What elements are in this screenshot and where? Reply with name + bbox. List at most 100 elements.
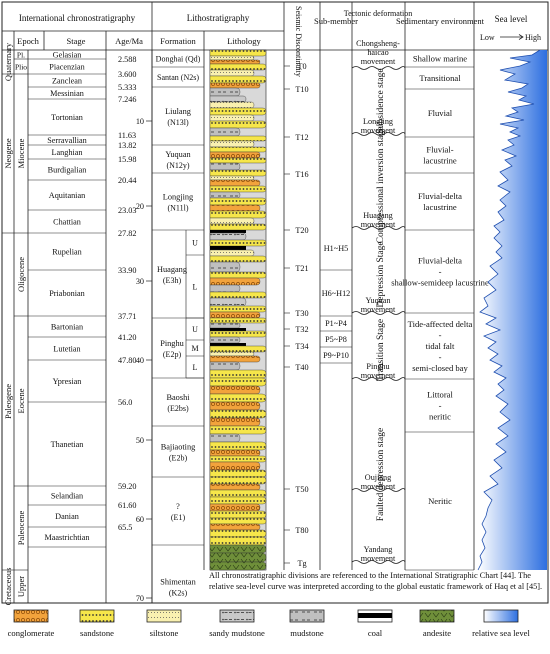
header-chronostratigraphy: International chronostratigraphy [19, 13, 136, 23]
stage-label: Piacenzian [49, 63, 84, 72]
stage-label: Maastrichtian [44, 533, 89, 542]
stage-label: Ypresian [53, 377, 82, 386]
legend-swatch [289, 609, 325, 623]
legend-label: andesite [423, 628, 451, 638]
stage-label: Langhian [52, 148, 83, 157]
epoch-label: Oligocene [16, 257, 26, 292]
age-value: 27.82 [118, 229, 136, 238]
lithology-layer [209, 552, 267, 563]
formation-name: Shimentan [160, 578, 196, 587]
lithology-layer [209, 249, 255, 257]
lithology-layer [209, 297, 247, 307]
movement-label: Pinghu [366, 362, 389, 371]
sedimentary-env: tidal falt [426, 341, 455, 351]
lithology-layer [209, 175, 255, 181]
legend-label: relative sea level [472, 628, 530, 638]
submember-label: P5~P8 [325, 335, 347, 344]
legend-label: mudstone [290, 628, 324, 638]
lithology-layer [209, 503, 261, 512]
submember-label: P1~P4 [325, 319, 347, 328]
formation-code: (E2p) [163, 350, 182, 359]
legend-label: conglomerate [8, 628, 55, 638]
age-scale-tick: 40 [136, 356, 144, 365]
age-value: 33.90 [118, 266, 136, 275]
lithology-layer [209, 496, 267, 505]
lithology-layer [209, 157, 267, 164]
age-value: 5.333 [118, 83, 136, 92]
member-label: U [192, 325, 198, 334]
lithology-layer [209, 510, 267, 519]
lithology-layer [209, 179, 261, 187]
submember-label: H6~H12 [322, 289, 351, 298]
lithology-layer [209, 369, 267, 379]
lithology-layer [209, 345, 267, 353]
header-tectonic: Tectonic deformation [344, 9, 413, 18]
stage-label: Zanclean [52, 77, 82, 86]
age-value: 2.588 [118, 55, 136, 64]
legend-swatch [79, 609, 115, 623]
lithology-layer [209, 305, 267, 313]
stage-label: Selandian [51, 492, 83, 501]
header-sea-low: Low [480, 33, 495, 42]
lithology-layer [209, 355, 261, 363]
lithology-layer [209, 277, 261, 286]
lithology-layer [209, 561, 267, 571]
age-scale-tick: 30 [136, 277, 144, 286]
lithology-layer [209, 75, 267, 84]
lithology-layer [209, 441, 267, 451]
lithology-layer [209, 95, 247, 103]
seismic-label: T34 [295, 342, 308, 351]
submember-label: H1~H5 [324, 244, 348, 253]
movement-label: Chongsheng- [356, 39, 400, 48]
member-label: L [193, 283, 198, 292]
lithology-layer [209, 544, 267, 554]
coal-layer [210, 328, 246, 331]
lithology-layer [209, 55, 255, 61]
legend-swatch [483, 609, 519, 623]
sedimentary-env: Fluvial [428, 108, 453, 118]
lithology-layer [209, 239, 267, 247]
stage-label: Bartonian [51, 323, 83, 332]
lithology-layer [209, 120, 267, 129]
movement-label: movement [361, 371, 396, 380]
lithology-layer [209, 449, 261, 457]
lithology-layer [209, 536, 267, 546]
header-sea-high: High [525, 33, 541, 42]
tectonic-stage: Transition Stage [376, 319, 386, 381]
tectonic-stage: Depression Stage [376, 241, 386, 307]
formation-code: (E3h) [163, 276, 182, 285]
lithology-layer [209, 311, 261, 319]
formation-name: Liulang [165, 107, 191, 116]
age-scale-tick: 50 [136, 436, 144, 445]
lithology-layer [209, 523, 261, 531]
lithology-layer [209, 409, 267, 419]
submember-label: P9~P10 [323, 351, 349, 360]
lithology-layer [209, 455, 267, 463]
header-lithostratigraphy: Lithostratigraphy [187, 13, 250, 23]
lithology-layer [209, 87, 241, 97]
sedimentary-env: Fluvial-delta [418, 256, 462, 266]
legend-label: coal [368, 628, 383, 638]
seismic-label: T0 [297, 62, 306, 71]
lithology-layer [209, 489, 267, 498]
legend-swatch [419, 609, 455, 623]
movement-boundary [351, 488, 406, 492]
age-value: 23.03 [118, 206, 136, 215]
age-value: 15.98 [118, 155, 136, 164]
lithology-layer [209, 461, 261, 471]
coal-layer [210, 246, 246, 250]
sedimentary-env: Shallow marine [413, 54, 467, 64]
tectonic-stage: Compressional inversion stage [376, 127, 386, 244]
lithology-layer [209, 336, 241, 344]
stage-label: Messinian [50, 89, 84, 98]
movement-label: movement [361, 126, 396, 135]
lithology-layer [209, 261, 241, 273]
formation-code: (N11l) [167, 204, 188, 213]
lithology-layer [209, 210, 267, 219]
sedimentary-env: semi-closed bay [412, 363, 468, 373]
stage-label: Aquitanian [49, 191, 85, 200]
movement-boundary [351, 560, 406, 564]
lithology-layer [209, 114, 255, 122]
lithology-layer [209, 232, 247, 241]
